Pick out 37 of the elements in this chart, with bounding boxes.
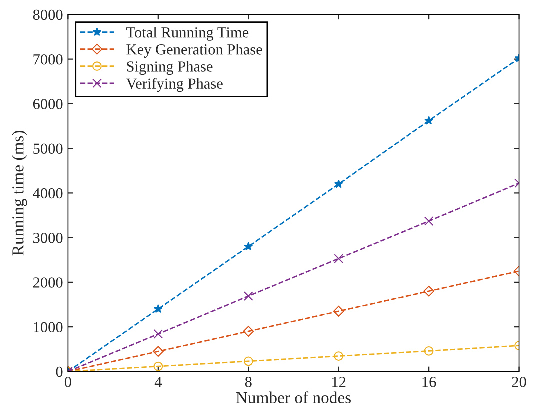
legend-label: Key Generation Phase [126,44,262,58]
legend-label: Signing Phase [127,61,213,76]
point [244,356,254,366]
point [154,304,163,314]
y-tick-label: 6000 [33,99,63,110]
y-tick-label: 5000 [34,144,63,154]
point [154,362,164,372]
point [152,346,164,358]
y-tick-label: 1000 [34,322,63,333]
x-tick-label: 20 [512,377,526,388]
point [154,330,164,339]
point [424,116,434,125]
x-tick-label: 16 [422,377,436,388]
point [244,242,254,251]
x-tick-label: 8 [245,377,252,388]
y-tick-label: 7000 [34,54,63,65]
point [424,216,434,226]
point [334,254,344,264]
y-tick-label: 8000 [33,10,63,20]
legend-label: Verifying Phase [126,78,223,92]
point [244,292,254,301]
x-tick-label: 12 [332,377,346,388]
legend-label: Total Running Time [126,27,249,41]
point [243,326,254,337]
y-tick-label: 3000 [34,232,63,244]
point [424,286,434,297]
y-axis-title: Running time (ms) [12,130,28,256]
point [334,180,344,188]
x-tick-label: 0 [64,377,72,388]
point [334,352,344,361]
y-tick-label: 0 [56,366,63,378]
y-tick-label: 4000 [33,188,63,199]
x-tick-label: 4 [154,377,162,388]
point [333,306,344,317]
y-tick-label: 2000 [33,278,63,288]
point [424,346,434,356]
x-axis-title: Number of nodes [236,392,351,404]
